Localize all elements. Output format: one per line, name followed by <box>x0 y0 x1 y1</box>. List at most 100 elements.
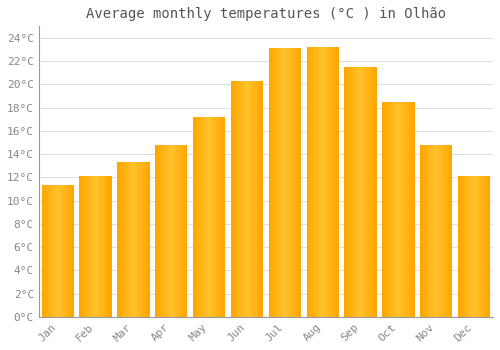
Bar <box>283 48 285 317</box>
Bar <box>350 67 351 317</box>
Bar <box>458 176 460 317</box>
Bar <box>466 176 468 317</box>
Bar <box>135 162 136 317</box>
Bar <box>68 186 69 317</box>
Bar <box>181 145 182 317</box>
Bar <box>144 162 146 317</box>
Bar <box>174 145 176 317</box>
Bar <box>219 117 220 317</box>
Bar <box>398 102 400 317</box>
Bar <box>422 145 424 317</box>
Bar <box>66 186 68 317</box>
Bar <box>208 117 209 317</box>
Bar <box>451 145 452 317</box>
Bar <box>70 186 72 317</box>
Bar <box>120 162 122 317</box>
Bar <box>413 102 414 317</box>
Bar <box>58 186 59 317</box>
Bar <box>372 67 374 317</box>
Bar <box>395 102 397 317</box>
Bar <box>275 48 277 317</box>
Bar <box>107 176 108 317</box>
Bar <box>420 145 422 317</box>
Bar <box>46 186 48 317</box>
Bar <box>394 102 395 317</box>
Bar <box>252 81 254 317</box>
Bar <box>256 81 258 317</box>
Bar <box>486 176 487 317</box>
Bar <box>170 145 172 317</box>
Bar <box>105 176 107 317</box>
Bar <box>310 47 312 317</box>
Bar <box>209 117 211 317</box>
Bar <box>282 48 283 317</box>
Bar <box>290 48 292 317</box>
Bar <box>148 162 150 317</box>
Bar <box>238 81 239 317</box>
Bar <box>312 47 313 317</box>
Bar <box>387 102 389 317</box>
Bar <box>441 145 442 317</box>
Bar <box>143 162 144 317</box>
Bar <box>296 48 298 317</box>
Bar <box>224 117 225 317</box>
Bar <box>440 145 441 317</box>
Bar <box>216 117 217 317</box>
Bar <box>364 67 366 317</box>
Bar <box>462 176 463 317</box>
Bar <box>306 47 308 317</box>
Bar <box>248 81 250 317</box>
Bar <box>360 67 362 317</box>
Bar <box>56 186 58 317</box>
Bar <box>184 145 186 317</box>
Bar <box>382 102 384 317</box>
Bar <box>136 162 138 317</box>
Bar <box>168 145 170 317</box>
Bar <box>470 176 471 317</box>
Bar <box>54 186 56 317</box>
Bar <box>370 67 372 317</box>
Bar <box>254 81 255 317</box>
Bar <box>206 117 208 317</box>
Bar <box>182 145 184 317</box>
Bar <box>472 176 474 317</box>
Bar <box>403 102 405 317</box>
Bar <box>464 176 466 317</box>
Bar <box>386 102 387 317</box>
Bar <box>442 145 444 317</box>
Bar <box>270 48 272 317</box>
Bar <box>375 67 376 317</box>
Bar <box>178 145 180 317</box>
Bar <box>108 176 110 317</box>
Bar <box>286 48 288 317</box>
Bar <box>324 47 326 317</box>
Bar <box>80 176 81 317</box>
Bar <box>126 162 127 317</box>
Bar <box>92 176 94 317</box>
Bar <box>186 145 188 317</box>
Bar <box>346 67 348 317</box>
Bar <box>405 102 406 317</box>
Bar <box>320 47 321 317</box>
Bar <box>211 117 212 317</box>
Bar <box>277 48 278 317</box>
Bar <box>344 67 346 317</box>
Bar <box>329 47 331 317</box>
Bar <box>438 145 440 317</box>
Bar <box>88 176 89 317</box>
Bar <box>232 81 234 317</box>
Bar <box>354 67 356 317</box>
Bar <box>157 145 158 317</box>
Bar <box>269 48 270 317</box>
Bar <box>86 176 88 317</box>
Bar <box>362 67 364 317</box>
Bar <box>293 48 294 317</box>
Bar <box>366 67 367 317</box>
Bar <box>62 186 64 317</box>
Bar <box>436 145 438 317</box>
Bar <box>337 47 339 317</box>
Bar <box>198 117 200 317</box>
Bar <box>214 117 216 317</box>
Bar <box>368 67 370 317</box>
Bar <box>61 186 62 317</box>
